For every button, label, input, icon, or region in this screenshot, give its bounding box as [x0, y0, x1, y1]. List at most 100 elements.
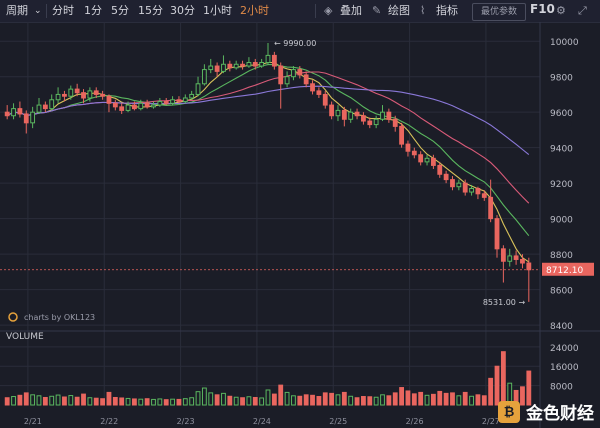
chevron-down-icon[interactable]: ⌄	[34, 6, 42, 16]
price-axis: 10000 9800 9600 9400 9200 9000 8800 8600 8400	[550, 38, 579, 332]
volume-bar	[291, 395, 296, 406]
price-tick-label: 10000	[550, 38, 579, 48]
candle-body	[291, 69, 296, 78]
price-tick-label: 9000	[550, 216, 573, 226]
candle-body	[399, 125, 404, 145]
candle-body	[443, 173, 449, 181]
candle-body	[49, 99, 55, 110]
volume-label: VOLUME	[6, 332, 44, 342]
candle-body	[513, 255, 519, 260]
volume-bar	[23, 392, 29, 406]
interval-tab[interactable]: 2小时	[240, 4, 269, 17]
candle-body	[201, 69, 207, 85]
volume-bar	[74, 396, 80, 406]
price-tick-label: 9600	[550, 109, 573, 119]
volume-bar	[386, 395, 392, 406]
volume-bar	[500, 351, 506, 406]
volume-bar	[144, 398, 150, 406]
candle-body	[354, 111, 360, 117]
volume-tick-label: 8000	[550, 383, 573, 393]
volume-bar	[100, 398, 106, 406]
volume-bar	[55, 394, 61, 406]
pen-icon[interactable]: ✎	[372, 4, 382, 17]
candle-body	[252, 61, 258, 67]
volume-bar	[30, 394, 36, 406]
volume-bar	[411, 393, 417, 406]
candlestick-chart[interactable]: 10000 9800 9600 9400 9200 9000 8800 8600 8400 VO…	[0, 22, 600, 428]
candle-body	[310, 83, 315, 92]
volume-bar	[182, 398, 188, 406]
candle-body	[450, 179, 455, 188]
date-tick-label: 2/24	[253, 417, 271, 426]
volume-bar	[119, 397, 125, 406]
volume-bar	[93, 397, 99, 406]
candle-body	[170, 99, 175, 104]
settings-icon[interactable]: ⚙	[556, 4, 566, 17]
annotations: 8712.10 ← 9990.00 8531.00 → charts by OKL12…	[0, 39, 594, 322]
candle-body	[494, 218, 500, 250]
candle-body	[151, 104, 156, 108]
indicator-button[interactable]: 指标	[436, 4, 458, 17]
volume-bar	[201, 387, 207, 406]
candle-body	[11, 108, 16, 117]
price-tick-label: 8800	[550, 251, 573, 261]
volume-bar	[221, 392, 226, 406]
volume-bar	[106, 391, 112, 406]
candle-body	[462, 182, 468, 193]
candle-body	[30, 111, 36, 124]
candle-body	[23, 113, 29, 124]
volume-bar	[284, 391, 290, 406]
date-tick-label: 2/26	[406, 417, 424, 426]
optimal-params-button[interactable]: 最优参数	[472, 3, 527, 21]
high-price-label: ← 9990.00	[274, 39, 316, 48]
interval-tab[interactable]: 15分	[138, 4, 163, 17]
interval-tab[interactable]: 分时	[52, 4, 74, 17]
volume-bar	[227, 395, 233, 406]
brand-logo: ₿ 金色财经	[498, 399, 594, 424]
volume-bar	[157, 398, 163, 406]
candle-body	[392, 118, 398, 127]
volume-bar	[481, 395, 487, 406]
layers-icon[interactable]: ◈	[324, 4, 333, 17]
candle-body	[68, 88, 74, 97]
candle-body	[329, 104, 335, 117]
candle-body	[520, 258, 525, 264]
current-price-tag	[542, 262, 594, 276]
candle-body	[488, 196, 494, 220]
draw-button[interactable]: 绘图	[388, 4, 410, 17]
candle-body	[475, 187, 481, 195]
candle-body	[284, 76, 290, 85]
volume-bar	[361, 396, 366, 406]
volume-bar	[233, 396, 239, 406]
overlay-button[interactable]: 叠加	[340, 4, 362, 17]
volume-bar	[112, 396, 118, 406]
price-tick-label: 8400	[550, 322, 573, 332]
candle-body	[93, 90, 99, 95]
candle-body	[481, 193, 487, 198]
candle-body	[411, 150, 417, 156]
interval-tab[interactable]: 1分	[84, 4, 102, 17]
candle-body	[4, 111, 10, 117]
candle-body	[348, 111, 354, 120]
candle-body	[163, 101, 169, 104]
interval-tab[interactable]: 5分	[111, 4, 129, 17]
interval-tab[interactable]: 1小时	[203, 4, 232, 17]
volume-bar	[132, 398, 137, 406]
interval-tab[interactable]: 30分	[170, 4, 195, 17]
indicator-icon[interactable]: ⌇	[420, 4, 426, 17]
f10-button[interactable]: F10	[530, 2, 555, 16]
candle-body	[55, 93, 61, 101]
candle-body	[119, 106, 125, 111]
expand-icon[interactable]: ⤢	[578, 4, 587, 17]
logo-text: 金色财经	[526, 404, 594, 424]
candle-body	[278, 65, 284, 85]
volume-bar	[418, 391, 424, 406]
candle-body	[507, 255, 513, 262]
candle-body	[322, 93, 328, 106]
logo-icon: ₿	[498, 400, 520, 423]
chart-toolbar: 周期 ⌄ 分时 1分 5分 15分 30分 1小时 2小时 ◈ 叠加 ✎ 绘图 ⌇ 指标 最…	[0, 0, 600, 23]
volume-bar	[322, 392, 328, 406]
period-label[interactable]: 周期	[6, 4, 28, 17]
volume-bar	[316, 396, 322, 406]
candle-body	[17, 108, 23, 115]
